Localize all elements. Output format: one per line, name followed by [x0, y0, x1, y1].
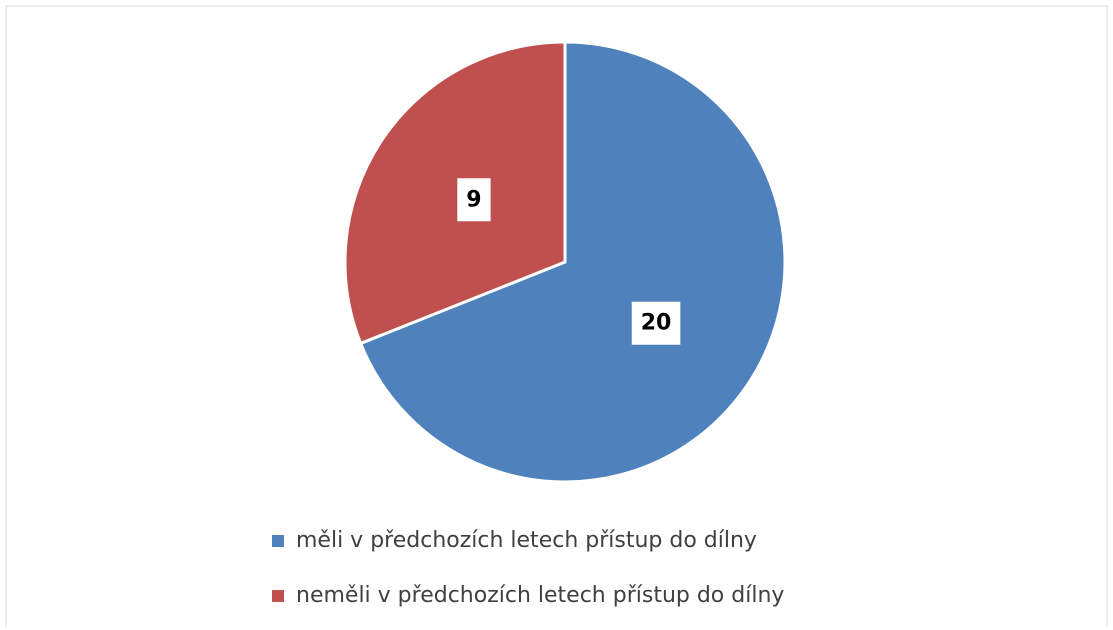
data-label: 9 — [466, 187, 481, 212]
legend-swatch — [272, 535, 284, 547]
legend-label: měli v předchozích letech přístup do díl… — [296, 528, 757, 553]
data-label-box — [631, 301, 681, 345]
data-label: 20 — [641, 311, 672, 336]
data-label-box — [457, 178, 491, 222]
legend-label: neměli v předchozích letech přístup do d… — [296, 583, 784, 608]
pie-slice — [343, 40, 567, 346]
legend-swatch — [272, 590, 284, 602]
pie-slice — [358, 40, 787, 484]
